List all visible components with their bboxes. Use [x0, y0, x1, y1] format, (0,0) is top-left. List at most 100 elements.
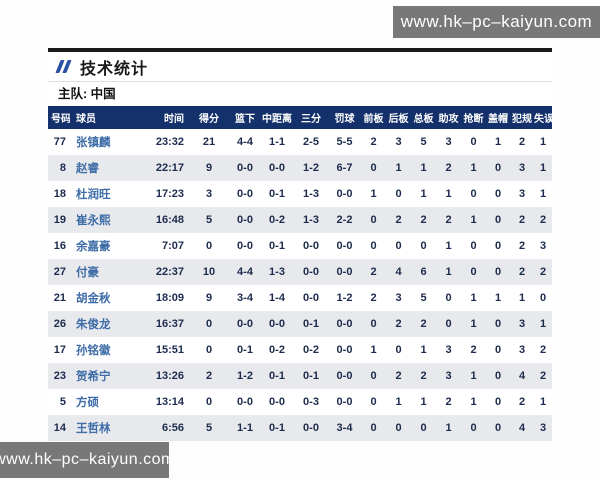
column-header-number: 号码 [51, 114, 70, 125]
player-name-link[interactable]: 贺希宁 [76, 371, 111, 383]
cell-points: 0 [205, 318, 213, 330]
cell-free-throw: 6-7 [336, 162, 353, 174]
column-header-assists: 助攻 [438, 114, 459, 125]
stats-panel: 技术统计 主队: 中国 号码 球员 时间 得分 篮下 中距离 三分 罚球 前板 后板 总板 助攻 抢断盖… [48, 48, 552, 441]
cell-three-point: 0-0 [303, 266, 319, 278]
cell-total-rebound: 0 [420, 422, 427, 434]
cell-number: 16 [53, 240, 66, 252]
cell-blocks: 1 [494, 292, 502, 304]
cell-def-rebound: 0 [395, 240, 402, 252]
cell-blocks: 0 [494, 344, 502, 356]
column-header-points: 得分 [199, 114, 219, 125]
cell-midrange: 0-1 [269, 240, 285, 252]
cell-steals: 1 [470, 162, 477, 174]
cell-off-rebound: 2 [370, 136, 377, 148]
cell-points: 0 [205, 344, 213, 356]
cell-def-rebound: 3 [395, 136, 402, 148]
column-header-rim: 篮下 [235, 114, 255, 125]
cell-steals: 1 [470, 318, 477, 330]
cell-number: 27 [53, 266, 66, 278]
cell-turnovers: 2 [539, 370, 547, 382]
cell-assists: 2 [445, 396, 452, 408]
cell-turnovers: 1 [539, 396, 547, 408]
cell-time: 22:17 [155, 162, 184, 174]
cell-blocks: 0 [494, 396, 502, 408]
cell-steals: 0 [470, 240, 477, 252]
cell-steals: 1 [470, 370, 477, 382]
player-name-link[interactable]: 方硕 [76, 397, 99, 409]
cell-total-rebound: 1 [420, 344, 427, 356]
cell-total-rebound: 2 [420, 214, 427, 226]
player-name-link[interactable]: 杜润旺 [76, 189, 111, 201]
cell-three-point: 1-3 [303, 188, 319, 200]
cell-assists: 1 [445, 188, 452, 200]
cell-number: 5 [59, 396, 66, 408]
cell-points: 9 [205, 292, 213, 304]
cell-three-point: 0-1 [303, 318, 319, 330]
player-name-link[interactable]: 张镇麟 [76, 137, 111, 149]
cell-points: 0 [205, 396, 213, 408]
player-name-link[interactable]: 赵睿 [76, 163, 99, 175]
cell-def-rebound: 2 [395, 318, 402, 330]
table-row: 16 余嘉豪 7:07 0 0-0 0-1 0-0 0-0 0 0 0 1 0 0 2 3 [48, 233, 552, 259]
cell-number: 21 [53, 292, 66, 304]
cell-number: 14 [53, 422, 66, 434]
team-label: 主队: 中国 [48, 82, 552, 106]
cell-rim: 0-0 [237, 318, 253, 330]
cell-turnovers: 3 [539, 240, 547, 252]
player-name-link[interactable]: 王哲林 [76, 423, 111, 435]
table-row: 8 赵睿 22:17 9 0-0 0-0 1-2 6-7 0 1 1 2 1 0 3 1 [48, 155, 552, 181]
cell-blocks: 0 [494, 188, 502, 200]
cell-time: 16:48 [155, 214, 184, 226]
cell-fouls: 3 [518, 318, 526, 330]
cell-steals: 1 [470, 396, 477, 408]
table-row: 23 贺希宁 13:26 2 1-2 0-1 0-1 0-0 0 2 2 3 1 0 4 2 [48, 363, 552, 389]
cell-midrange: 1-4 [269, 292, 285, 304]
cell-off-rebound: 0 [370, 240, 377, 252]
cell-free-throw: 3-4 [336, 422, 353, 434]
cell-total-rebound: 0 [420, 240, 427, 252]
cell-free-throw: 1-2 [336, 292, 353, 304]
player-name-link[interactable]: 朱俊龙 [76, 319, 111, 331]
cell-turnovers: 2 [539, 214, 547, 226]
cell-free-throw: 2-2 [336, 214, 353, 226]
cell-time: 22:37 [155, 266, 184, 278]
player-name-link[interactable]: 胡金秋 [76, 293, 111, 305]
column-header-three-point: 三分 [301, 114, 321, 125]
cell-off-rebound: 0 [370, 318, 377, 330]
cell-off-rebound: 1 [370, 344, 377, 356]
column-header-total-rebound: 总板 [413, 114, 434, 125]
cell-time: 15:51 [155, 344, 184, 356]
cell-steals: 2 [470, 344, 477, 356]
cell-time: 23:32 [155, 136, 184, 148]
cell-blocks: 0 [494, 318, 502, 330]
column-header-free-throw: 罚球 [334, 114, 355, 125]
cell-points: 21 [202, 136, 216, 148]
cell-three-point: 0-0 [303, 292, 319, 304]
player-name-link[interactable]: 付豪 [76, 267, 99, 279]
column-header-fouls: 犯规 [512, 114, 532, 125]
cell-time: 18:09 [155, 292, 184, 304]
cell-total-rebound: 6 [420, 266, 427, 278]
table-row: 77 张镇麟 23:32 21 4-4 1-1 2-5 5-5 2 3 5 3 0 1 2 1 [48, 129, 552, 155]
cell-assists: 1 [445, 266, 452, 278]
cell-assists: 1 [445, 240, 452, 252]
cell-assists: 3 [445, 136, 452, 148]
player-name-link[interactable]: 孙铭徽 [76, 345, 111, 357]
cell-def-rebound: 0 [395, 422, 402, 434]
cell-fouls: 2 [518, 240, 526, 252]
cell-blocks: 0 [494, 162, 502, 174]
column-header-turnovers: 失误 [534, 114, 552, 125]
cell-assists: 1 [445, 422, 452, 434]
cell-turnovers: 2 [539, 344, 547, 356]
player-name-link[interactable]: 崔永熙 [76, 215, 111, 227]
cell-free-throw: 0-0 [336, 240, 353, 252]
stats-table: 号码 球员 时间 得分 篮下 中距离 三分 罚球 前板 后板 总板 助攻 抢断 盖帽 犯规 失误 77 张镇麟 2… [48, 106, 552, 441]
cell-fouls: 3 [518, 162, 526, 174]
cell-free-throw: 0-0 [336, 396, 353, 408]
cell-three-point: 0-0 [303, 422, 319, 434]
cell-fouls: 4 [518, 422, 526, 434]
cell-midrange: 1-3 [269, 266, 285, 278]
cell-fouls: 2 [518, 214, 526, 226]
player-name-link[interactable]: 余嘉豪 [76, 241, 111, 253]
